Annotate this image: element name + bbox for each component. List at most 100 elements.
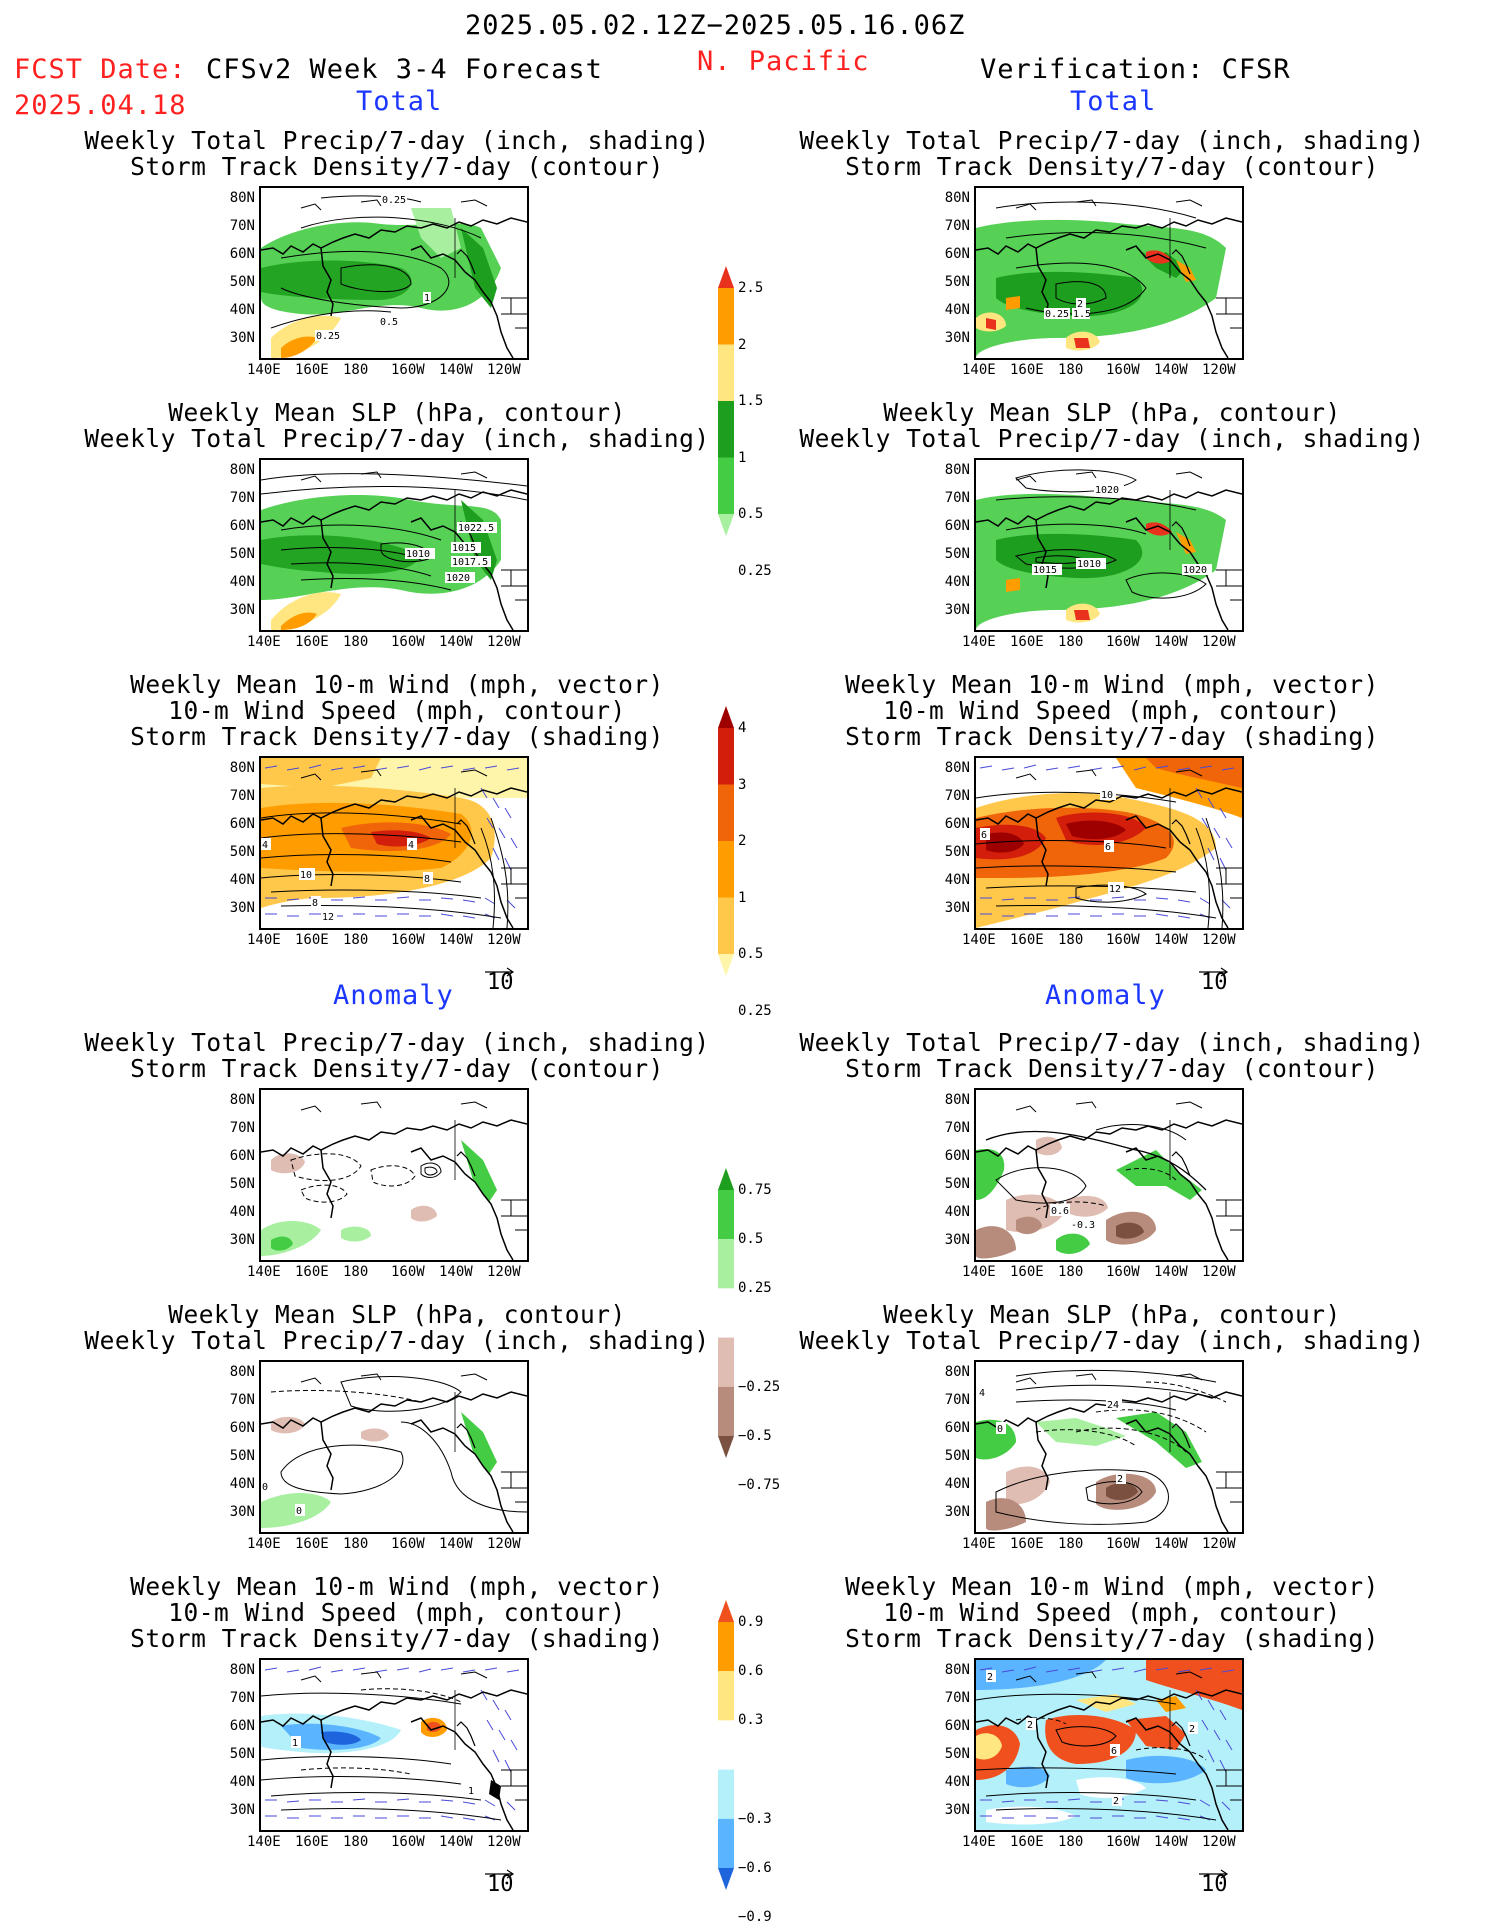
colorbar-label: 0.9 <box>738 1614 764 1630</box>
colorbar-swatch <box>718 401 734 458</box>
lon-tick-label: 140W <box>439 932 473 948</box>
lat-tick-label: 50N <box>229 274 255 290</box>
lat-tick-label: 70N <box>229 788 255 804</box>
colorbar-label: 0.5 <box>738 506 764 522</box>
lat-tick-label: 80N <box>229 1364 255 1380</box>
date-range: 2025.05.02.12Z−2025.05.16.06Z <box>465 10 966 41</box>
colorbar-swatch <box>718 1190 734 1240</box>
fcst-total-wind-title: Weekly Mean 10-m Wind (mph, vector) 10-m… <box>47 672 747 750</box>
lon-tick-label: 140E <box>962 1264 996 1280</box>
lat-tick-label: 40N <box>944 574 970 590</box>
title-line-3: Storm Track Density/7-day (shading) <box>845 1624 1379 1653</box>
lat-tick-label: 80N <box>229 760 255 776</box>
contour-label: 0.25 <box>1045 309 1069 320</box>
lon-tick-label: 160W <box>1106 362 1140 378</box>
contour-label: 0.5 <box>380 317 398 328</box>
ver-anom-slp-map: 4 24 0 2 <box>974 1360 1244 1534</box>
contour-label: 2 <box>1113 1796 1119 1807</box>
lon-tick-label: 120W <box>1202 362 1236 378</box>
title-line-1: Weekly Mean 10-m Wind (mph, vector) <box>845 670 1379 699</box>
colorbar-swatch <box>718 954 734 976</box>
lon-tick-label: 120W <box>1202 634 1236 650</box>
lat-tick-label: 70N <box>944 1690 970 1706</box>
colorbar-swatch <box>718 784 734 841</box>
colorbar-swatch <box>718 1239 734 1289</box>
lon-tick-label: 160E <box>1010 932 1044 948</box>
lon-tick-label: 120W <box>487 932 521 948</box>
vector-ref-label: 10 <box>487 970 514 995</box>
contour-label: 0 <box>262 1482 268 1493</box>
colorbar-label: −0.5 <box>738 1428 772 1444</box>
lon-tick-label: 140W <box>1154 1264 1188 1280</box>
colorbar-swatch <box>718 514 734 536</box>
contour-label: 2 <box>1077 299 1083 310</box>
colorbar-label: 0.25 <box>738 1002 772 1019</box>
lon-tick-label: 160E <box>1010 362 1044 378</box>
contour-label: 4 <box>408 840 414 851</box>
lat-tick-label: 30N <box>944 1232 970 1248</box>
lat-tick-label: 30N <box>229 1504 255 1520</box>
colorbar-label: −0.25 <box>738 1378 781 1395</box>
lon-tick-label: 160W <box>391 1536 425 1552</box>
lon-tick-label: 160E <box>295 1536 329 1552</box>
lon-tick-label: 140W <box>439 1834 473 1850</box>
fcst-total-precip-title: Weekly Total Precip/7-day (inch, shading… <box>47 128 747 180</box>
lat-tick-label: 60N <box>229 1420 255 1436</box>
lat-tick-label: 80N <box>229 462 255 478</box>
section-total-left: Total <box>356 86 443 117</box>
ver-anom-slp-title: Weekly Mean SLP (hPa, contour) Weekly To… <box>762 1302 1462 1354</box>
colorbar-swatch <box>718 1818 734 1868</box>
colorbar-swatch <box>718 897 734 954</box>
contour-label: 6 <box>1105 842 1111 853</box>
colorbar-storm-total <box>718 706 734 976</box>
lat-tick-label: 80N <box>944 1364 970 1380</box>
verification-title: Verification: CFSR <box>980 54 1291 85</box>
lat-tick-label: 40N <box>229 574 255 590</box>
lon-tick-label: 160W <box>391 634 425 650</box>
lat-tick-label: 60N <box>229 816 255 832</box>
lat-tick-label: 60N <box>229 1148 255 1164</box>
lon-tick-label: 180 <box>343 1834 369 1850</box>
colorbar-swatch <box>718 457 734 514</box>
contour-label: 12 <box>322 912 334 923</box>
title-line-2: 10-m Wind Speed (mph, contour) <box>168 1598 626 1627</box>
contour-label: 1020 <box>1183 565 1207 576</box>
vector-ref-arrow <box>1199 962 1229 977</box>
ver-total-wind-title: Weekly Mean 10-m Wind (mph, vector) 10-m… <box>762 672 1462 750</box>
lat-tick-label: 30N <box>229 900 255 916</box>
lon-tick-label: 140E <box>247 362 281 378</box>
lat-tick-label: 60N <box>229 1718 255 1734</box>
contour-label: 0.25 <box>316 331 340 342</box>
lon-tick-label: 120W <box>487 1536 521 1552</box>
colorbar-swatch <box>718 1720 734 1770</box>
lat-tick-label: 70N <box>229 1120 255 1136</box>
lat-tick-label: 80N <box>229 190 255 206</box>
contour-label: 1017.5 <box>452 557 488 568</box>
lat-tick-label: 70N <box>229 1392 255 1408</box>
model-title: CFSv2 Week 3-4 Forecast <box>206 54 603 85</box>
fcst-anom-wind-map: 1 1 <box>259 1658 529 1832</box>
lat-tick-label: 30N <box>944 602 970 618</box>
lat-tick-label: 50N <box>944 274 970 290</box>
lon-tick-label: 120W <box>487 634 521 650</box>
lon-tick-label: 160E <box>295 634 329 650</box>
lon-tick-label: 160W <box>391 362 425 378</box>
contour-label: 4 <box>262 840 268 851</box>
contour-label: 2 <box>987 1672 993 1683</box>
lon-tick-label: 140E <box>962 1536 996 1552</box>
contour-label: 10 <box>300 870 312 881</box>
fcst-anom-wind-title: Weekly Mean 10-m Wind (mph, vector) 10-m… <box>47 1574 747 1652</box>
title-line-2: Weekly Total Precip/7-day (inch, shading… <box>84 424 710 453</box>
lon-tick-label: 120W <box>1202 1536 1236 1552</box>
contour-label: 2 <box>1027 1720 1033 1731</box>
colorbar-label: 4 <box>738 720 747 736</box>
colorbar-label: 0.5 <box>738 1231 764 1248</box>
lat-tick-label: 80N <box>944 190 970 206</box>
title-line-3: Storm Track Density/7-day (shading) <box>845 722 1379 751</box>
lon-tick-label: 160E <box>1010 634 1044 650</box>
title-line-1: Weekly Total Precip/7-day (inch, shading… <box>799 1028 1425 1057</box>
lat-tick-label: 40N <box>944 302 970 318</box>
lat-tick-label: 60N <box>944 816 970 832</box>
lon-tick-label: 140W <box>439 362 473 378</box>
lon-tick-label: 140W <box>439 1264 473 1280</box>
